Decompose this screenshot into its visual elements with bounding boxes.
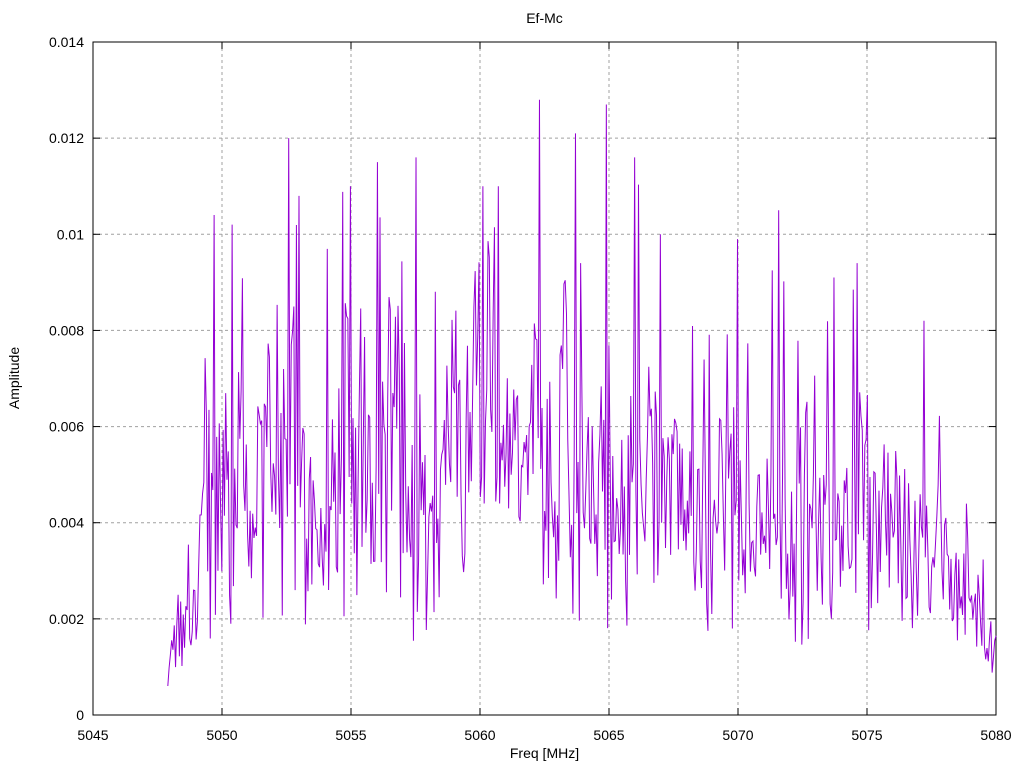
y-tick-label: 0.002	[49, 611, 84, 627]
x-axis-label: Freq [MHz]	[509, 745, 580, 761]
x-tick-label: 5055	[335, 727, 366, 743]
x-tick-label: 5065	[593, 727, 624, 743]
y-tick-label: 0.008	[49, 322, 84, 338]
y-tick-label: 0.014	[49, 34, 84, 50]
y-tick-label: 0.012	[49, 130, 84, 146]
x-tick-label: 5080	[980, 727, 1011, 743]
x-tick-label: 5060	[464, 727, 495, 743]
x-tick-label: 5045	[77, 727, 108, 743]
chart-title: Ef-Mc	[526, 10, 563, 26]
x-tick-label: 5070	[722, 727, 753, 743]
y-tick-label: 0.01	[57, 226, 84, 242]
x-tick-label: 5075	[851, 727, 882, 743]
y-tick-label: 0	[76, 707, 84, 723]
x-tick-label: 5050	[206, 727, 237, 743]
plot-border	[92, 41, 997, 716]
y-tick-label: 0.006	[49, 419, 84, 435]
y-tick-label: 0.004	[49, 515, 84, 531]
signal-trace	[167, 99, 997, 687]
